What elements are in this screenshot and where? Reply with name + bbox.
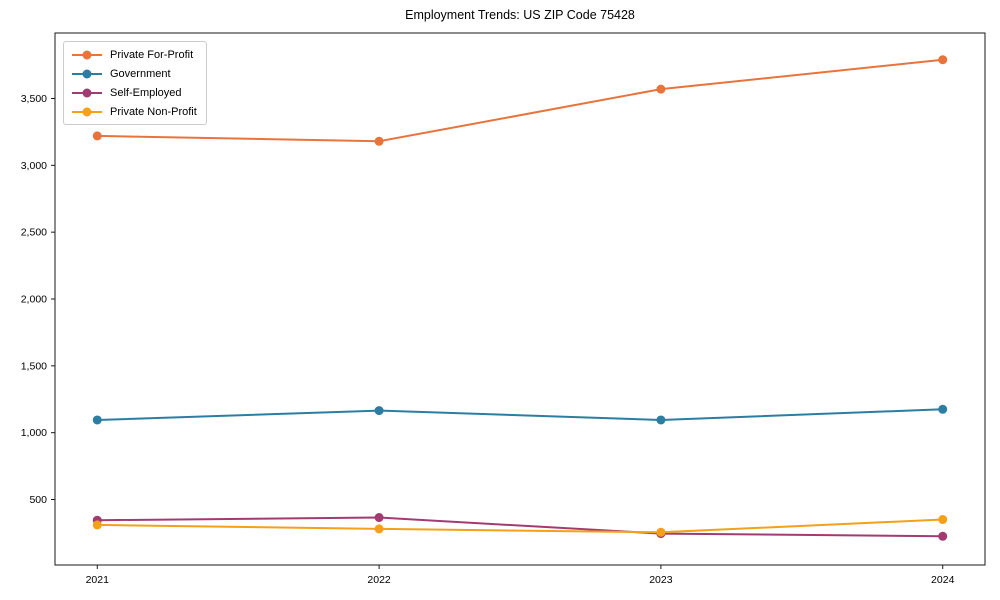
legend-label: Private Non-Profit: [110, 105, 197, 118]
legend-marker-icon: [72, 88, 102, 97]
data-point-self-employed: [938, 531, 948, 541]
y-tick-label: 2,500: [21, 227, 47, 239]
legend-marker-icon: [72, 107, 102, 116]
y-tick-label: 500: [29, 494, 47, 506]
series-line-private-for-profit: [97, 58, 943, 143]
y-tick-label: 1,000: [21, 427, 47, 439]
legend-dot-icon: [82, 107, 92, 116]
series-line-government: [97, 408, 943, 421]
x-tick-label: 2021: [86, 574, 110, 586]
legend-label: Self-Employed: [110, 86, 182, 99]
chart-title: Employment Trends: US ZIP Code 75428: [405, 8, 635, 22]
data-point-private-non-profit: [92, 520, 102, 530]
data-point-private-for-profit: [656, 84, 666, 94]
data-point-government: [374, 406, 384, 416]
legend: Private For-Profit Government Self-Employe…: [63, 41, 207, 125]
legend-dot-icon: [82, 88, 92, 97]
legend-item: Self-Employed: [71, 85, 197, 100]
legend-label: Government: [110, 67, 171, 80]
data-point-private-non-profit: [656, 527, 666, 537]
legend-item: Private Non-Profit: [71, 104, 197, 119]
data-point-government: [938, 404, 948, 414]
x-tick-label: 2022: [367, 574, 391, 586]
legend-dot-icon: [82, 69, 92, 78]
data-point-private-for-profit: [92, 131, 102, 141]
x-tick-label: 2024: [931, 574, 955, 586]
x-tick-label: 2023: [649, 574, 673, 586]
series-line-self-employed: [97, 516, 943, 538]
legend-marker-icon: [72, 69, 102, 78]
legend-item: Government: [71, 66, 197, 81]
data-point-private-for-profit: [374, 136, 384, 146]
data-point-private-non-profit: [374, 524, 384, 534]
y-tick-label: 1,500: [21, 360, 47, 372]
data-point-private-non-profit: [938, 515, 948, 525]
data-point-government: [92, 415, 102, 425]
legend-marker-icon: [72, 50, 102, 59]
legend-item: Private For-Profit: [71, 47, 197, 62]
data-point-private-for-profit: [938, 55, 948, 65]
y-tick-label: 3,000: [21, 160, 47, 172]
series-line-private-non-profit: [97, 518, 943, 534]
y-tick-label: 2,000: [21, 294, 47, 306]
y-tick-label: 3,500: [21, 93, 47, 105]
data-point-government: [656, 415, 666, 425]
data-point-self-employed: [374, 513, 384, 523]
legend-dot-icon: [82, 50, 92, 59]
legend-label: Private For-Profit: [110, 48, 194, 61]
